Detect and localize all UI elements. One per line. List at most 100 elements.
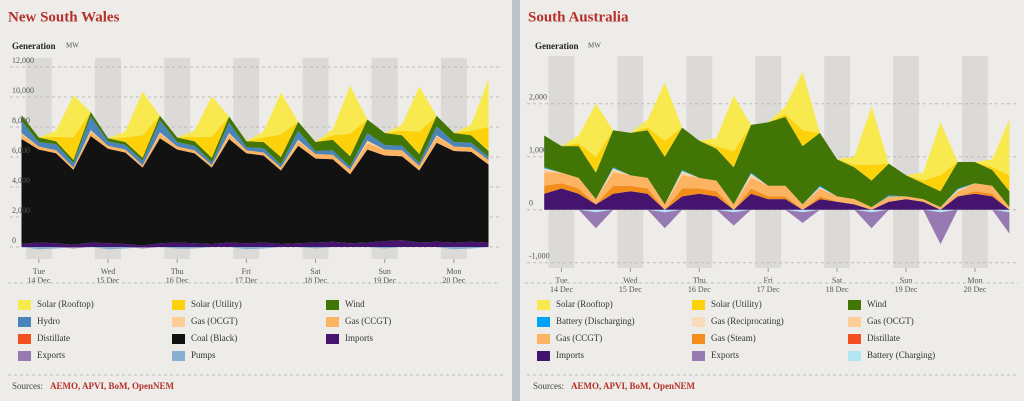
x-tick-label: 20 Dec	[442, 276, 465, 285]
legend-label: Wind	[345, 299, 365, 309]
legend-label: Hydro	[37, 316, 60, 326]
y-tick-label: 10,000	[12, 86, 34, 95]
x-tick-label: 15 Dec	[619, 285, 642, 294]
legend-swatch	[18, 334, 31, 344]
legend-label: Pumps	[191, 350, 216, 360]
x-tick-label: 15 Dec	[97, 276, 120, 285]
legend-swatch	[18, 351, 31, 361]
legend-swatch	[537, 300, 550, 310]
area	[21, 112, 489, 160]
legend-swatch	[326, 334, 339, 344]
y-tick-label: 4,000	[12, 176, 30, 185]
legend-label: Coal (Black)	[191, 333, 237, 343]
area	[21, 112, 489, 167]
y-tick-label: 0	[12, 236, 16, 245]
x-tick-label: Tue	[33, 267, 46, 276]
legend-swatch	[172, 317, 185, 327]
legend-label: Solar (Utility)	[711, 299, 762, 309]
legend-swatch	[848, 334, 861, 344]
x-tick-label: 14 Dec	[550, 285, 573, 294]
legend-label: Distillate	[37, 333, 70, 343]
y-tick-label: 6,000	[12, 146, 30, 155]
y-tick-label: 8,000	[12, 116, 30, 125]
legend-label: Solar (Rooftop)	[556, 299, 613, 309]
legend-label: Gas (CCGT)	[556, 333, 602, 343]
x-tick-label: Sat	[832, 276, 843, 285]
legend-label: Solar (Rooftop)	[37, 299, 94, 309]
area	[544, 209, 1010, 213]
y-tick-label: 2,000	[529, 93, 547, 102]
area	[21, 79, 489, 142]
legend-label: Exports	[711, 350, 739, 360]
legend-swatch	[692, 317, 705, 327]
y-tick-label: 1,000	[529, 146, 547, 155]
legend-swatch	[537, 334, 550, 344]
x-tick-label: 19 Dec	[373, 276, 396, 285]
legend-swatch	[172, 351, 185, 361]
area	[544, 116, 1010, 208]
x-tick-label: 17 Dec	[235, 276, 258, 285]
sources-text: AEMO, APVI, BoM, OpenNEM	[50, 381, 175, 391]
x-tick-label: Thu	[171, 267, 184, 276]
area	[21, 131, 489, 175]
x-tick-label: Wed	[623, 276, 637, 285]
area	[21, 247, 489, 250]
chart-title: South Australia	[528, 9, 629, 25]
x-tick-label: Mon	[446, 267, 461, 276]
legend-label: Gas (OCGT)	[191, 316, 238, 326]
area	[544, 71, 1010, 181]
x-tick-label: 18 Dec	[826, 285, 849, 294]
legend-swatch	[326, 317, 339, 327]
legend-label: Imports	[556, 350, 584, 360]
x-tick-label: 16 Dec	[688, 285, 711, 294]
legend-swatch	[326, 300, 339, 310]
legend-swatch	[172, 300, 185, 310]
x-tick-label: 19 Dec	[895, 285, 918, 294]
legend-label: Solar (Utility)	[191, 299, 242, 309]
x-tick-label: Fri	[764, 276, 774, 285]
legend-label: Distillate	[867, 333, 900, 343]
x-tick-label: Sun	[900, 276, 912, 285]
sources-label: Sources:	[533, 381, 564, 391]
x-tick-label: Wed	[101, 267, 115, 276]
legend-label: Wind	[867, 299, 887, 309]
legend-swatch	[18, 317, 31, 327]
legend-label: Gas (OCGT)	[867, 316, 914, 326]
x-tick-label: Fri	[242, 267, 252, 276]
sources-label: Sources:	[12, 381, 43, 391]
legend-swatch	[848, 317, 861, 327]
chart-title: New South Wales	[8, 9, 120, 25]
sources-text: AEMO, APVI, BoM, OpenNEM	[571, 381, 696, 391]
area	[21, 247, 489, 249]
y-tick-label: 2,000	[12, 206, 30, 215]
y-axis-unit: MW	[66, 42, 79, 50]
legend-swatch	[848, 351, 861, 361]
legend-swatch	[692, 351, 705, 361]
legend-label: Gas (CCGT)	[345, 316, 391, 326]
x-tick-label: Mon	[967, 276, 982, 285]
area	[21, 116, 489, 170]
night-band	[893, 56, 919, 268]
legend-swatch	[18, 300, 31, 310]
y-axis-label: Generation	[12, 41, 56, 51]
y-tick-label: -1,000	[529, 252, 550, 261]
y-axis-unit: MW	[588, 42, 601, 50]
divider	[512, 0, 520, 401]
y-axis-label: Generation	[535, 41, 579, 51]
area	[544, 209, 1010, 245]
x-tick-label: Sat	[310, 267, 321, 276]
legend-swatch	[537, 317, 550, 327]
x-tick-label: Tue	[555, 276, 568, 285]
x-tick-label: 14 Dec	[27, 276, 50, 285]
area	[21, 136, 489, 246]
y-tick-label: 0	[529, 199, 533, 208]
legend-swatch	[172, 334, 185, 344]
x-tick-label: Thu	[693, 276, 706, 285]
x-tick-label: 20 Dec	[963, 285, 986, 294]
x-tick-label: 18 Dec	[304, 276, 327, 285]
legend-label: Exports	[37, 350, 65, 360]
legend-swatch	[537, 351, 550, 361]
y-tick-label: 12,000	[12, 56, 34, 65]
x-tick-label: 17 Dec	[757, 285, 780, 294]
area	[544, 183, 1010, 210]
